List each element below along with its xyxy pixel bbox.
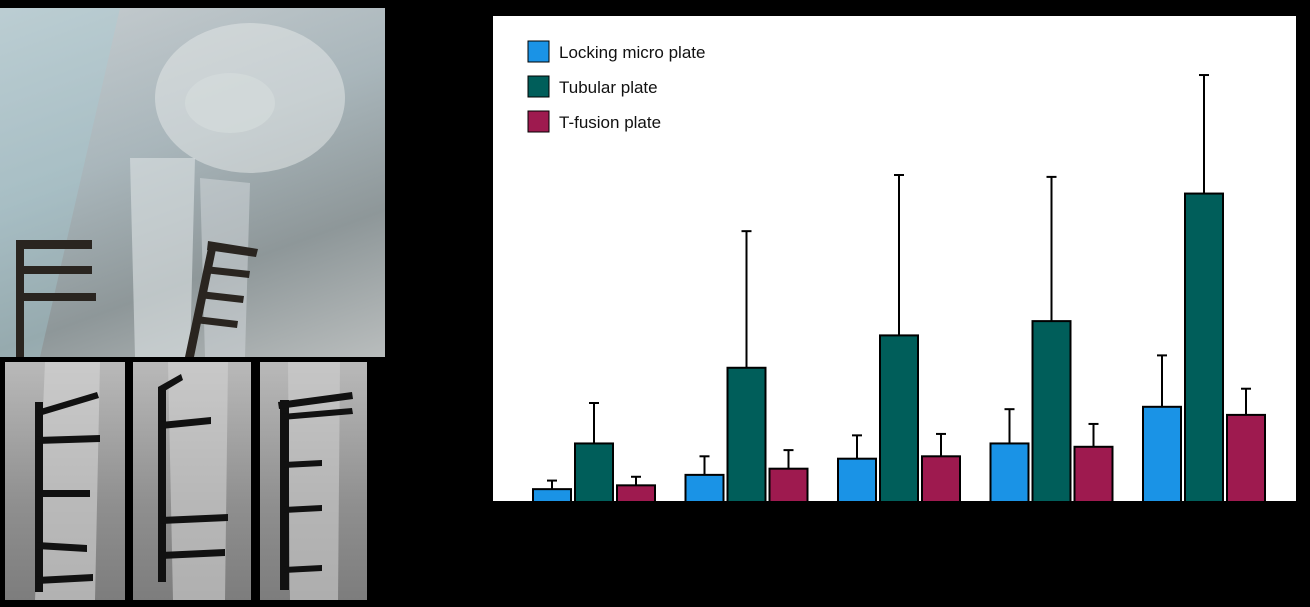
error-bar-tubular-plate-4: [1046, 175, 1057, 322]
xray-main-image: [0, 8, 345, 357]
bar-t-fusion-plate-2: [768, 467, 809, 502]
chart-canvas: Locking micro plate Tubular plate T-fusi…: [493, 40, 1296, 502]
bar-locking-micro-plate-1: [532, 488, 572, 502]
error-bar-t-fusion-plate-3: [936, 432, 946, 457]
bar-t-fusion-plate-5: [1226, 413, 1266, 502]
bar-tubular-plate-4: [1031, 320, 1072, 502]
legend-label-locking-micro-plate: Locking micro plate: [559, 43, 705, 62]
bar-chart: Locking micro plate Tubular plate T-fusi…: [493, 16, 1296, 502]
bar-locking-micro-plate-5: [1142, 405, 1182, 502]
xray-panel-1: [5, 362, 125, 600]
error-bar-tubular-plate-2: [741, 230, 752, 368]
xray-main-panel: [0, 8, 385, 357]
error-bar-locking-micro-plate-5: [1157, 354, 1167, 407]
bar-locking-micro-plate-3: [837, 457, 877, 502]
bar-t-fusion-plate-3: [921, 455, 961, 502]
error-bar-t-fusion-plate-5: [1241, 387, 1251, 415]
chart-legend: Locking micro plate Tubular plate T-fusi…: [527, 40, 705, 133]
error-bar-t-fusion-plate-4: [1088, 422, 1099, 447]
bar-tubular-plate-1: [574, 442, 614, 502]
error-bar-locking-micro-plate-4: [1004, 408, 1015, 444]
error-bar-locking-micro-plate-1: [547, 479, 557, 490]
error-bar-t-fusion-plate-1: [631, 475, 641, 486]
xray-panel-2: [133, 362, 251, 600]
bar-t-fusion-plate-4: [1073, 445, 1114, 502]
bar-tubular-plate-2: [726, 366, 767, 502]
error-bar-t-fusion-plate-2: [783, 449, 794, 469]
error-bar-tubular-plate-1: [589, 401, 599, 444]
legend-swatch-t-fusion-plate: [527, 110, 550, 133]
legend-swatch-locking-micro-plate: [527, 40, 550, 63]
legend-label-t-fusion-plate: T-fusion plate: [559, 113, 661, 132]
bar-tubular-plate-5: [1184, 192, 1224, 502]
bar-locking-micro-plate-2: [684, 473, 725, 502]
xray-image-2: [158, 362, 228, 600]
xray-panel-3: [260, 362, 367, 600]
bar-t-fusion-plate-1: [616, 484, 656, 502]
xray-image-3: [278, 362, 353, 600]
error-bar-tubular-plate-3: [894, 173, 904, 336]
legend-label-tubular-plate: Tubular plate: [559, 78, 658, 97]
bar-tubular-plate-3: [879, 334, 919, 502]
error-bar-locking-micro-plate-3: [852, 434, 862, 459]
error-bar-tubular-plate-5: [1199, 74, 1209, 194]
error-bar-locking-micro-plate-2: [699, 455, 710, 475]
legend-swatch-tubular-plate: [527, 75, 550, 98]
xray-image-1: [35, 362, 100, 600]
bar-locking-micro-plate-4: [989, 442, 1030, 502]
